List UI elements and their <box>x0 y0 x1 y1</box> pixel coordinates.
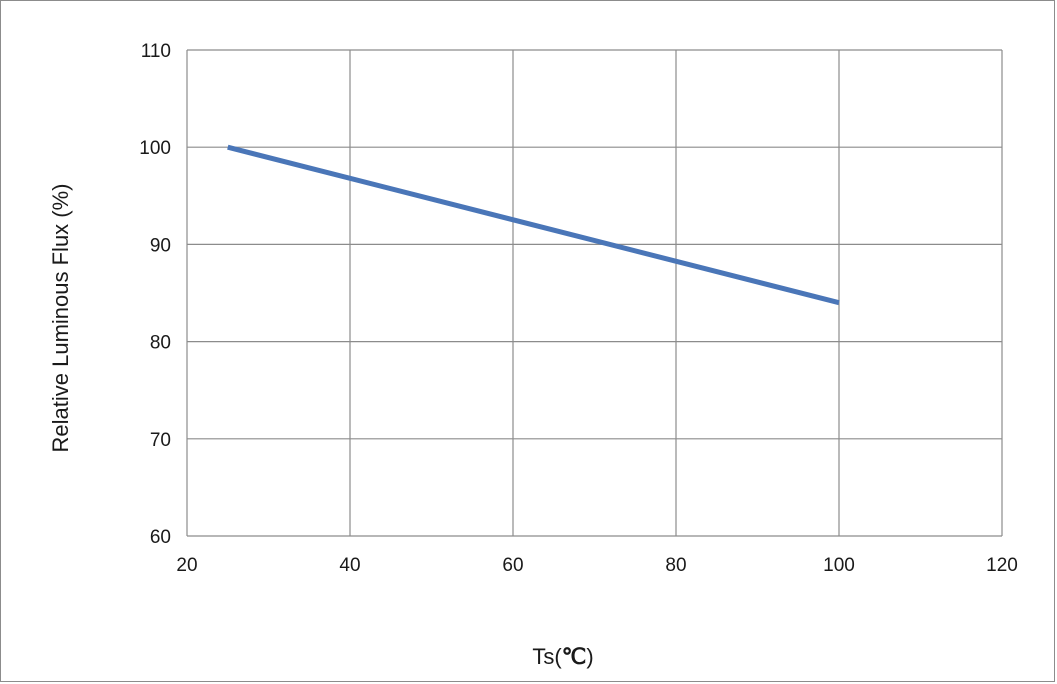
y-tick-label: 80 <box>150 333 171 354</box>
y-tick-label: 70 <box>150 430 171 451</box>
series-group <box>227 144 840 306</box>
y-tick-label: 90 <box>150 235 171 256</box>
x-axis-title-close: ) <box>586 644 593 669</box>
series-line <box>227 144 840 306</box>
grid <box>186 49 1003 537</box>
x-tick-label: 120 <box>986 555 1018 576</box>
y-tick-label: 100 <box>139 138 171 159</box>
y-tick-labels: 60 70 80 90 100 110 <box>139 41 171 548</box>
x-axis-title-unit: ℃ <box>562 644 587 669</box>
x-axis-title: Ts(℃) <box>532 644 593 669</box>
x-axis-title-text: Ts( <box>532 644 562 669</box>
x-tick-label: 100 <box>823 555 855 576</box>
x-tick-label: 60 <box>502 555 523 576</box>
y-tick-label: 60 <box>150 527 171 548</box>
x-tick-label: 80 <box>665 555 686 576</box>
x-tick-label: 20 <box>176 555 197 576</box>
y-tick-label: 110 <box>141 41 171 62</box>
x-tick-label: 40 <box>339 555 360 576</box>
y-axis-title: Relative Luminous Flux (%) <box>48 184 73 453</box>
x-tick-labels: 20 40 60 80 100 120 <box>176 555 1017 576</box>
